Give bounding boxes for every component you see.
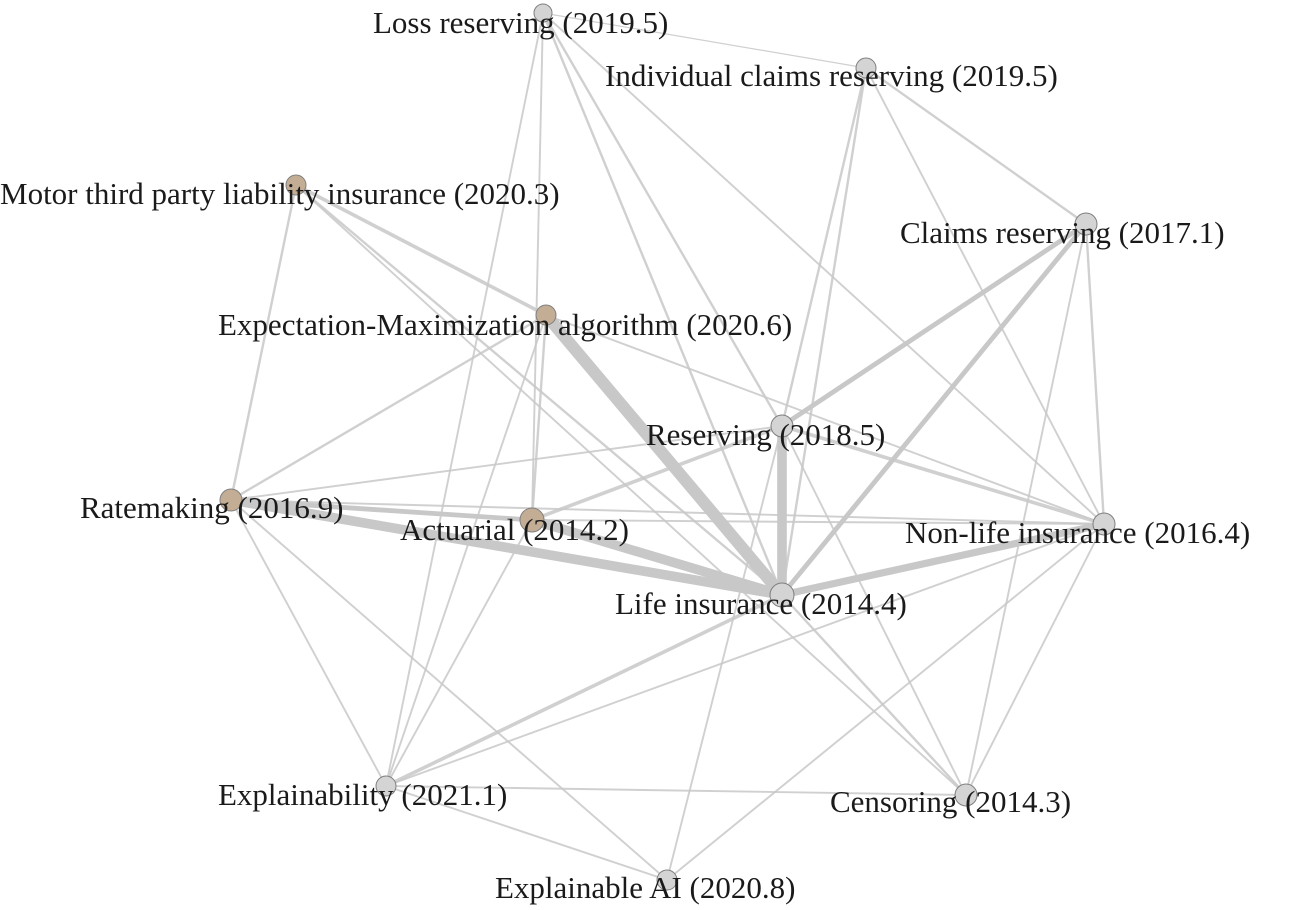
edge-individual_claims_reserving-non_life_insurance [865,67,1105,525]
nodes-layer: Loss reserving (2019.5) Individual claims… [0,3,1250,905]
edge-explainable_ai-ratemaking [230,499,668,881]
node-circle-explainable-ai [656,869,678,891]
edge-loss_reserving-actuarial [531,12,544,521]
edge-reserving-ratemaking [230,425,783,501]
edge-loss_reserving-explainability [385,12,544,787]
node-label-reserving: Reserving (2018.5) [646,417,885,452]
edge-motor_tpl-em_algorithm [294,183,548,317]
node-label-em-algorithm: Expectation-Maximization algorithm (2020… [218,307,792,342]
node-non-life-insurance: Non-life insurance (2016.4) [905,512,1250,550]
node-label-explainability: Explainability (2021.1) [218,777,507,812]
edge-loss_reserving-non_life_insurance [542,12,1105,525]
edge-explainable_ai-reserving [666,425,783,881]
node-label-ratemaking: Ratemaking (2016.9) [80,490,343,525]
node-explainability: Explainability (2021.1) [218,775,507,812]
node-circle-life-insurance [769,582,795,608]
node-circle-reserving [770,414,794,438]
edge-non_life_insurance-censoring [965,523,1105,796]
edge-explainable_ai-non_life_insurance [666,523,1105,881]
edge-actuarial-life_insurance [527,515,787,600]
edge-ratemaking-non_life_insurance [230,499,1105,525]
edge-actuarial-non_life_insurance [531,519,1105,525]
node-label-censoring: Censoring (2014.3) [830,784,1071,819]
node-motor-tpl: Motor third party liability insurance (2… [0,174,560,211]
edge-em_algorithm-non_life_insurance [545,314,1105,525]
edge-explainable_ai-explainability [385,785,668,881]
node-circle-explainability [375,775,397,797]
edge-life_insurance-censoring [780,593,968,797]
node-label-explainable-ai: Explainable AI (2020.8) [495,870,795,905]
node-circle-claims-reserving [1074,212,1098,236]
node-label-individual-claims-reserving: Individual claims reserving (2019.5) [605,58,1058,93]
edge-explainability-life_insurance [384,593,784,788]
node-em-algorithm: Expectation-Maximization algorithm (2020… [218,304,792,342]
edge-individual_claims_reserving-claims_reserving [864,66,1088,226]
edge-actuarial-reserving [530,424,784,522]
edges-layer [226,11,1108,881]
edge-motor_tpl-ratemaking [229,183,298,502]
edge-loss_reserving-life_insurance [541,11,784,597]
node-individual-claims-reserving: Individual claims reserving (2019.5) [605,57,1058,93]
edge-motor_tpl-life_insurance [294,183,784,597]
node-label-life-insurance: Life insurance (2014.4) [615,586,907,621]
node-label-loss-reserving: Loss reserving (2019.5) [373,5,668,40]
edge-reserving-non_life_insurance [780,424,1106,526]
edge-individual_claims_reserving-life_insurance [780,66,868,597]
node-label-actuarial: Actuarial (2014.2) [400,512,629,547]
node-circle-censoring [954,783,978,807]
node-circle-ratemaking [219,488,243,512]
edge-loss_reserving-individual_claims_reserving [542,12,867,69]
node-censoring: Censoring (2014.3) [830,783,1071,819]
edge-claims_reserving-censoring [965,223,1087,796]
node-ratemaking: Ratemaking (2016.9) [80,488,343,525]
node-claims-reserving: Claims reserving (2017.1) [900,212,1225,250]
edge-claims_reserving-life_insurance [779,221,1089,598]
edge-claims_reserving-non_life_insurance [1084,222,1106,526]
edge-individual_claims_reserving-reserving [780,66,868,428]
edge-non_life_insurance-explainability [385,523,1105,787]
edge-em_algorithm-life_insurance [540,309,788,601]
edge-em_algorithm-explainability [385,314,547,787]
node-circle-em-algorithm [535,304,557,326]
edge-ratemaking-life_insurance [226,495,787,600]
node-circle-motor-tpl [285,174,307,196]
node-actuarial: Actuarial (2014.2) [400,507,629,547]
node-label-motor-tpl: Motor third party liability insurance (2… [0,176,560,211]
edge-loss_reserving-reserving [541,11,784,428]
node-circle-loss-reserving [533,3,553,23]
edge-ratemaking-explainability [230,499,387,787]
node-label-claims-reserving: Claims reserving (2017.1) [900,215,1225,250]
edge-claims_reserving-reserving [779,221,1089,429]
edge-reserving-censoring [781,425,967,796]
edge-motor_tpl-censoring [295,184,967,796]
node-reserving: Reserving (2018.5) [646,414,885,452]
node-label-non-life-insurance: Non-life insurance (2016.4) [905,515,1250,550]
edge-actuarial-explainability [385,519,533,787]
node-circle-individual-claims-reserving [855,57,877,79]
edge-ratemaking-em_algorithm [229,313,548,502]
node-life-insurance: Life insurance (2014.4) [615,582,907,621]
edge-ratemaking-actuarial [228,497,535,523]
node-circle-actuarial [519,507,545,533]
edge-explainability-censoring [385,785,967,796]
edge-em_algorithm-actuarial [530,313,548,522]
edge-non_life_insurance-life_insurance [778,520,1108,599]
node-loss-reserving: Loss reserving (2019.5) [373,3,668,40]
node-circle-non-life-insurance [1092,512,1116,536]
node-explainable-ai: Explainable AI (2020.8) [495,869,795,905]
